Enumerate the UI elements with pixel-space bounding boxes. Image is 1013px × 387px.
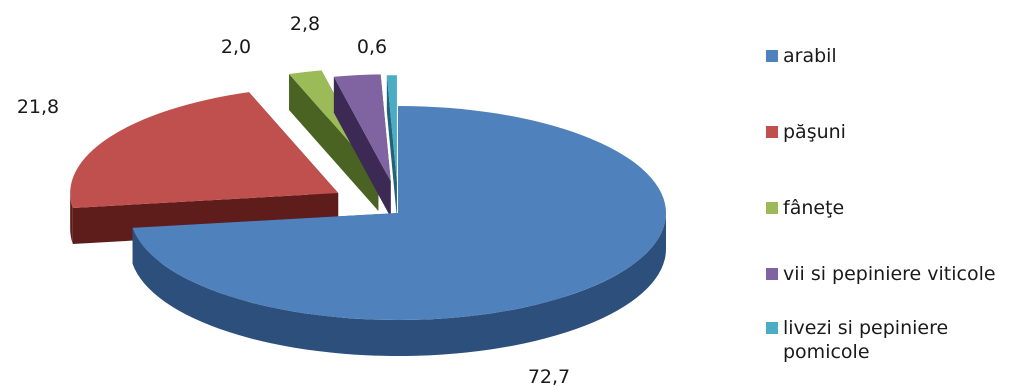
legend-item-pasuni: păşuni: [766, 120, 1008, 144]
pie-slice-vii: [333, 74, 391, 218]
legend-swatch-vii: [766, 268, 778, 280]
legend-item-arabil: arabil: [766, 44, 1008, 68]
pie-slice-arabil-top: [132, 106, 667, 321]
data-label-fanete: 2,0: [221, 36, 251, 58]
data-label-arabil: 72,7: [528, 366, 570, 387]
legend-label-fanete: fâneţe: [783, 197, 845, 219]
pie-slice-pasuni-top: [70, 92, 339, 208]
pie-slice-arabil: [132, 106, 667, 356]
legend-label-vii: vii si pepiniere viticole: [783, 263, 996, 285]
pie-slice-arabil-rim: [132, 213, 667, 356]
legend-item-fanete: fâneţe: [766, 196, 1008, 220]
legend-swatch-fanete: [766, 202, 778, 214]
legend-swatch-pasuni: [766, 126, 778, 138]
legend-item-livezi: livezi si pepiniere pomicole: [766, 316, 1008, 364]
data-labels-layer: 21,8 2,0 2,8 0,6 72,7: [17, 13, 570, 387]
legend-label-pasuni: păşuni: [783, 121, 846, 143]
pie-slice-fanete-wall-0: [289, 74, 379, 211]
data-label-livezi: 0,6: [357, 36, 387, 58]
pie-slice-livezi-wall-0: [386, 75, 397, 219]
pie-slice-vii-wall-0: [333, 76, 391, 218]
legend-item-vii: vii si pepiniere viticole: [766, 262, 1008, 286]
legend-swatch-livezi: [766, 322, 778, 334]
pie-slice-livezi-top: [386, 75, 397, 183]
pie-slice-livezi: [386, 75, 397, 219]
legend-label-arabil: arabil: [783, 45, 837, 67]
pie-chart: 21,8 2,0 2,8 0,6 72,7: [17, 13, 667, 387]
slices-layer: [70, 70, 667, 356]
legend-swatch-arabil: [766, 50, 778, 62]
legend-label-livezi: livezi si pepiniere pomicole: [783, 317, 949, 363]
data-label-vii: 2,8: [290, 13, 320, 35]
pie-slice-vii-top: [333, 74, 391, 182]
data-label-pasuni: 21,8: [17, 96, 59, 118]
pie-slice-pasuni-rim: [70, 193, 73, 244]
